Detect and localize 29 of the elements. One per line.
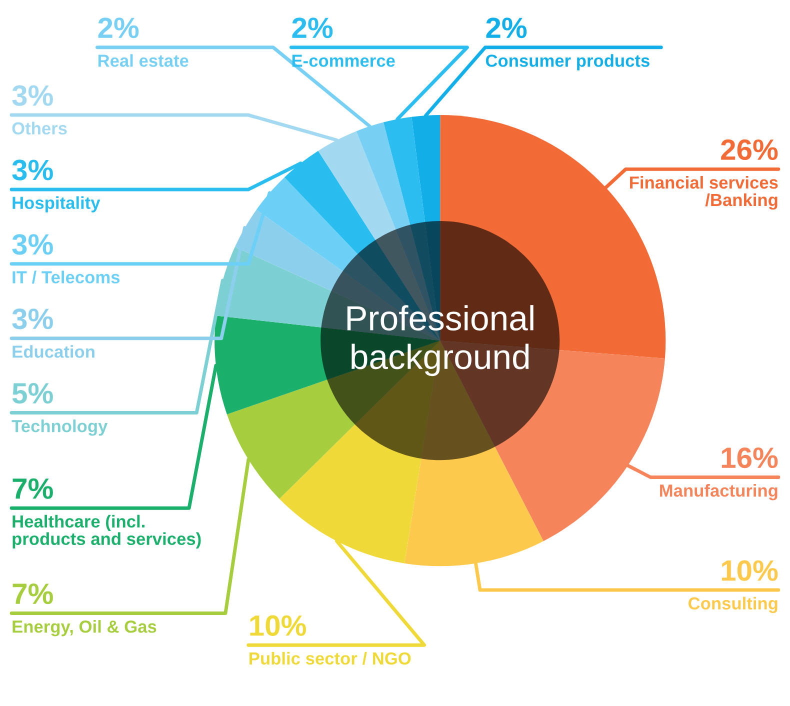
data-label: 26% — [721, 139, 778, 160]
text: Professional background — [347, 305, 534, 376]
slice-label: Manufacturing — [660, 484, 778, 500]
slice-label: Hospitality — [12, 196, 100, 212]
data-label: 5% — [12, 383, 53, 404]
data-label: 2% — [98, 18, 139, 38]
slice-label: Consulting — [688, 596, 778, 614]
data-label: 2% — [486, 18, 527, 38]
data-label: 16% — [722, 447, 778, 468]
data-label: 7% — [12, 478, 53, 499]
slice-label: E-commerce — [292, 54, 395, 67]
data-label: 3% — [12, 234, 53, 255]
slice-label: Technology — [12, 420, 108, 436]
slice-label: Financial services /Banking — [630, 176, 778, 210]
data-label: 10% — [722, 560, 778, 581]
slice-label: Real estate — [98, 54, 188, 67]
slice-label: IT / Telecoms — [12, 270, 120, 284]
slice-label: Energy, Oil & Gas — [12, 620, 156, 636]
data-label: 3% — [12, 85, 53, 106]
slice-label: Public sector / NGO — [250, 652, 411, 665]
slice-label: Consumer products — [486, 54, 650, 70]
data-label: 10% — [250, 615, 306, 636]
data-label: 3% — [12, 308, 53, 330]
slice-label: Healthcare (incl. products and services) — [12, 514, 201, 548]
data-label: 7% — [12, 584, 53, 604]
slice-label: Others — [12, 122, 67, 135]
data-label: 2% — [292, 18, 333, 38]
data-label: 3% — [12, 160, 53, 180]
slice-label: Education — [12, 345, 94, 358]
